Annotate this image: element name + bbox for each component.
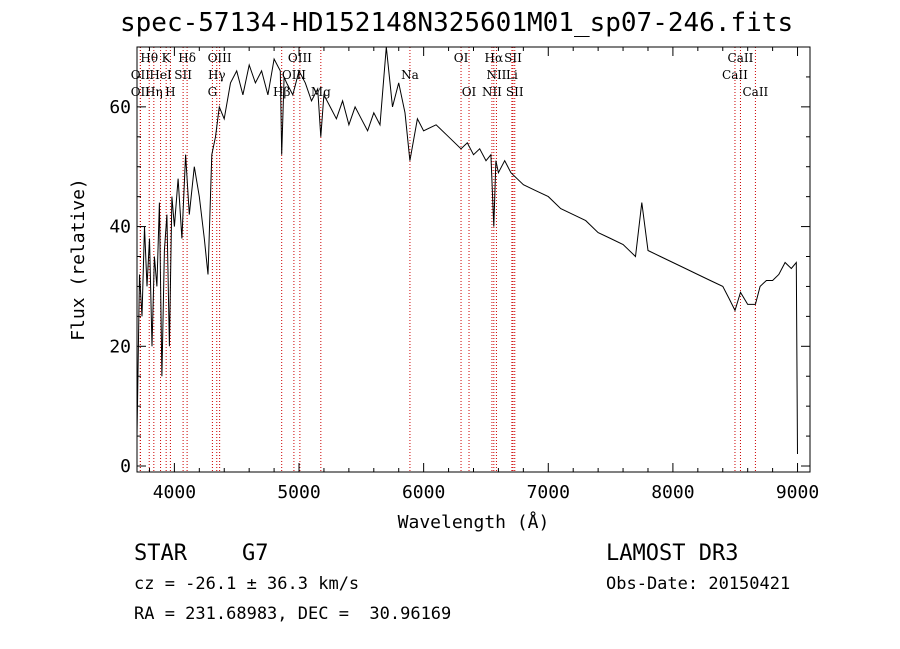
spectral-line-label: Hβ — [273, 85, 290, 99]
y-tick-label: 0 — [120, 456, 131, 477]
spectral-line-label: OIII — [208, 51, 232, 65]
object-class: STAR — [134, 541, 187, 566]
spectral-line-label: Na — [401, 68, 419, 82]
observation-date: Obs-Date: 20150421 — [606, 574, 791, 594]
spectral-line-label: OIII — [288, 51, 312, 65]
spectral-line-label: G — [208, 85, 218, 99]
x-tick-label: 7000 — [527, 482, 570, 503]
x-tick-label: 4000 — [153, 482, 196, 503]
spectral-line-label: OI — [462, 85, 477, 99]
spectral-line-label: Mg — [311, 85, 331, 99]
x-axis-label: Wavelength (Å) — [398, 511, 550, 533]
redshift-cz: cz = -26.1 ± 36.3 km/s — [134, 574, 360, 594]
spectral-line-label: OIII — [282, 68, 306, 82]
ra-dec-coordinates: RA = 231.68983, DEC = 30.96169 — [134, 604, 452, 624]
spectral-line-label: Hθ — [140, 51, 158, 65]
spectral-line-label: OI — [454, 51, 469, 65]
spectral-line-label: CaII — [742, 85, 768, 99]
y-tick-label: 40 — [109, 217, 131, 238]
spectrum-series-line — [136, 46, 798, 455]
x-tick-label: 9000 — [776, 482, 819, 503]
spectral-line-label: CaII — [728, 51, 754, 65]
spectral-line-label: Hδ — [178, 51, 196, 65]
y-tick-label: 60 — [109, 97, 131, 118]
spectral-line-label: SII — [504, 51, 522, 65]
x-tick-label: 5000 — [277, 482, 320, 503]
spectral-line-label: OII — [131, 85, 151, 99]
spectral-line-label: K — [162, 51, 172, 65]
spectral-line-label: Hγ — [208, 68, 226, 82]
axis-ticks: 4000 5000 6000 7000 8000 9000 0 20 40 60 — [109, 47, 819, 503]
spectral-line-label: H — [165, 85, 175, 99]
spectral-line-label: SII — [174, 68, 192, 82]
spectral-line-label: CaII — [722, 68, 748, 82]
spectral-line-label: Hη — [145, 85, 163, 99]
chart-title: spec-57134-HD152148N325601M01_sp07-246.f… — [120, 8, 794, 38]
spectral-line-label: NII — [482, 85, 502, 99]
y-tick-label: 20 — [109, 336, 131, 357]
spectral-line-label: HeI — [149, 68, 172, 82]
spectral-line-label: SII — [506, 85, 524, 99]
x-tick-label: 6000 — [402, 482, 445, 503]
object-subclass: G7 — [242, 541, 269, 566]
x-tick-label: 8000 — [651, 482, 694, 503]
y-axis-label: Flux (relative) — [68, 178, 89, 341]
plot-frame — [136, 46, 811, 473]
survey-name: LAMOST DR3 — [606, 541, 739, 566]
spectral-line-label: Li — [506, 68, 518, 82]
spectral-line-label: OII — [131, 68, 151, 82]
spectral-line-label: NII — [486, 68, 506, 82]
spectral-line-label: Hα — [485, 51, 504, 65]
spectral-lines — [139, 47, 756, 472]
